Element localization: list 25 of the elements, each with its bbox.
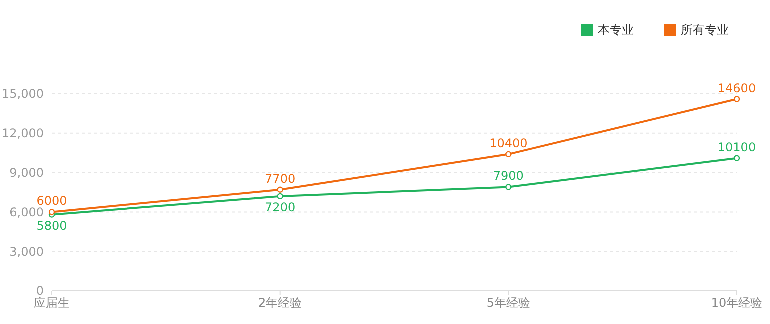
- point: [277, 193, 284, 200]
- x-tick-label: 2年经验: [258, 296, 302, 310]
- data-label: 14600: [718, 81, 756, 96]
- point: [734, 96, 740, 102]
- x-tick-label: 5年经验: [486, 296, 530, 310]
- legend-label: 所有专业: [681, 23, 729, 38]
- point: [48, 209, 56, 216]
- x-tick-label: 10年经验: [711, 296, 763, 310]
- x-tick-label: 应届生: [34, 296, 70, 310]
- y-tick-label: 12,000: [2, 126, 44, 141]
- data-label: 10100: [718, 140, 756, 154]
- y-tick-label: 3,000: [10, 244, 44, 259]
- y-tick-label: 0: [36, 284, 44, 298]
- y-tick-label: 15,000: [2, 87, 44, 102]
- data-label: 7900: [493, 169, 524, 184]
- point: [277, 186, 284, 193]
- data-label: 5800: [36, 218, 68, 233]
- data-label: 10400: [490, 136, 528, 150]
- y-tick-label: 9,000: [10, 166, 44, 180]
- legend-label: 本专业: [598, 23, 634, 38]
- point: [506, 151, 512, 158]
- point: [506, 184, 512, 190]
- point: [734, 155, 740, 162]
- data-label: 7700: [265, 172, 296, 186]
- data-label: 7200: [265, 200, 296, 214]
